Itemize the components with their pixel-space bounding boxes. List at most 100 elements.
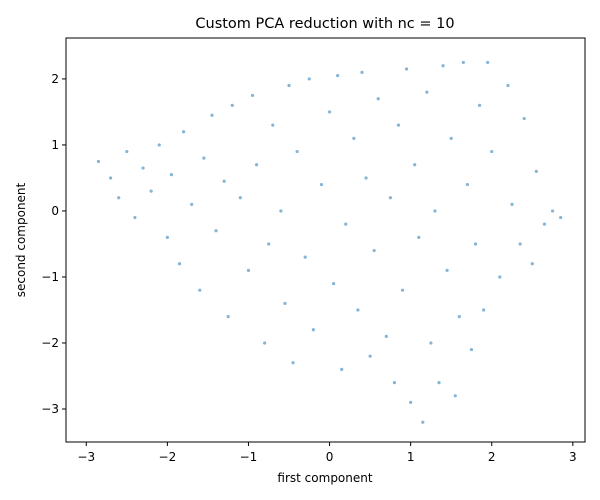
data-point [117,196,121,200]
data-point [210,113,214,117]
data-point [202,156,206,160]
y-axis-label: second component [14,182,28,297]
data-point [409,400,413,404]
y-tick-label: −2 [41,336,59,350]
data-point [181,130,186,134]
data-point [417,235,421,239]
data-point [109,176,113,180]
data-point [530,262,534,266]
data-point [327,110,332,114]
data-point [550,209,555,213]
x-tick-label: −1 [240,450,258,464]
axes-frame [65,37,586,443]
data-point [437,380,441,385]
data-point [360,70,364,74]
data-point [429,341,433,345]
data-point [336,74,340,78]
data-point [404,67,409,71]
data-point [421,420,425,424]
x-tick-label: −2 [159,450,177,464]
data-point [376,97,380,101]
data-point [473,242,478,246]
data-point [445,268,449,272]
data-point [510,202,514,206]
data-point [165,235,169,239]
data-point [169,173,174,177]
data-point [254,163,259,167]
data-point [283,301,287,305]
data-point [319,182,324,187]
data-point [356,308,360,312]
data-point [125,149,129,154]
data-point [311,328,315,332]
data-point [198,288,202,292]
data-point [149,189,153,193]
data-point [559,215,563,220]
data-point [295,149,299,154]
data-point [291,361,295,365]
data-point [384,334,388,338]
data-point [441,64,445,68]
data-point [246,268,251,272]
chart-title: Custom PCA reduction with nc = 10 [195,16,454,32]
data-point [250,93,255,98]
y-tick-label: 1 [51,138,59,152]
y-axis-ticks: −3 −2 −1 0 1 2 [41,72,66,416]
data-point [364,176,368,180]
data-point [303,255,307,259]
data-point [498,275,502,279]
data-point [141,166,145,170]
data-point [230,103,234,107]
data-point [238,196,242,200]
data-point [522,116,526,121]
x-axis-ticks: −3 −2 −1 0 1 2 3 [77,442,577,464]
data-point [469,347,474,352]
data-point [433,209,437,213]
data-point [486,60,490,65]
data-point [157,143,161,147]
data-point [214,229,218,233]
data-point [490,149,494,154]
x-axis-label: first component [277,471,372,485]
data-point [413,163,417,167]
data-point [477,103,482,107]
data-point [222,179,226,183]
x-tick-label: −3 [77,450,95,464]
data-point [506,83,510,88]
data-point [388,196,392,200]
data-point [425,90,429,94]
data-point [368,354,372,358]
data-point [372,248,376,253]
y-tick-label: −1 [41,270,59,284]
data-point [518,242,522,246]
data-point [542,222,547,226]
data-point [133,215,137,220]
data-point [287,83,291,88]
data-point [457,314,461,319]
data-point [263,341,267,345]
data-point [449,136,453,140]
x-tick-label: 2 [488,450,496,464]
x-tick-label: 3 [569,450,577,464]
x-tick-label: 0 [326,450,334,464]
data-point [279,209,283,213]
x-tick-label: 1 [407,450,415,464]
data-point [96,159,101,164]
data-point [332,281,336,286]
data-point [226,314,230,319]
scatter-points-layer [96,60,563,424]
y-tick-label: 2 [51,72,59,86]
data-point [534,169,538,173]
data-point [177,262,182,266]
data-point [453,394,457,398]
y-tick-label: −3 [41,402,59,416]
data-point [344,222,348,226]
y-tick-label: 0 [51,204,59,218]
data-point [482,308,486,312]
data-point [461,60,465,65]
data-point [190,202,194,206]
data-point [267,242,271,246]
data-point [271,123,275,127]
data-point [396,123,401,127]
